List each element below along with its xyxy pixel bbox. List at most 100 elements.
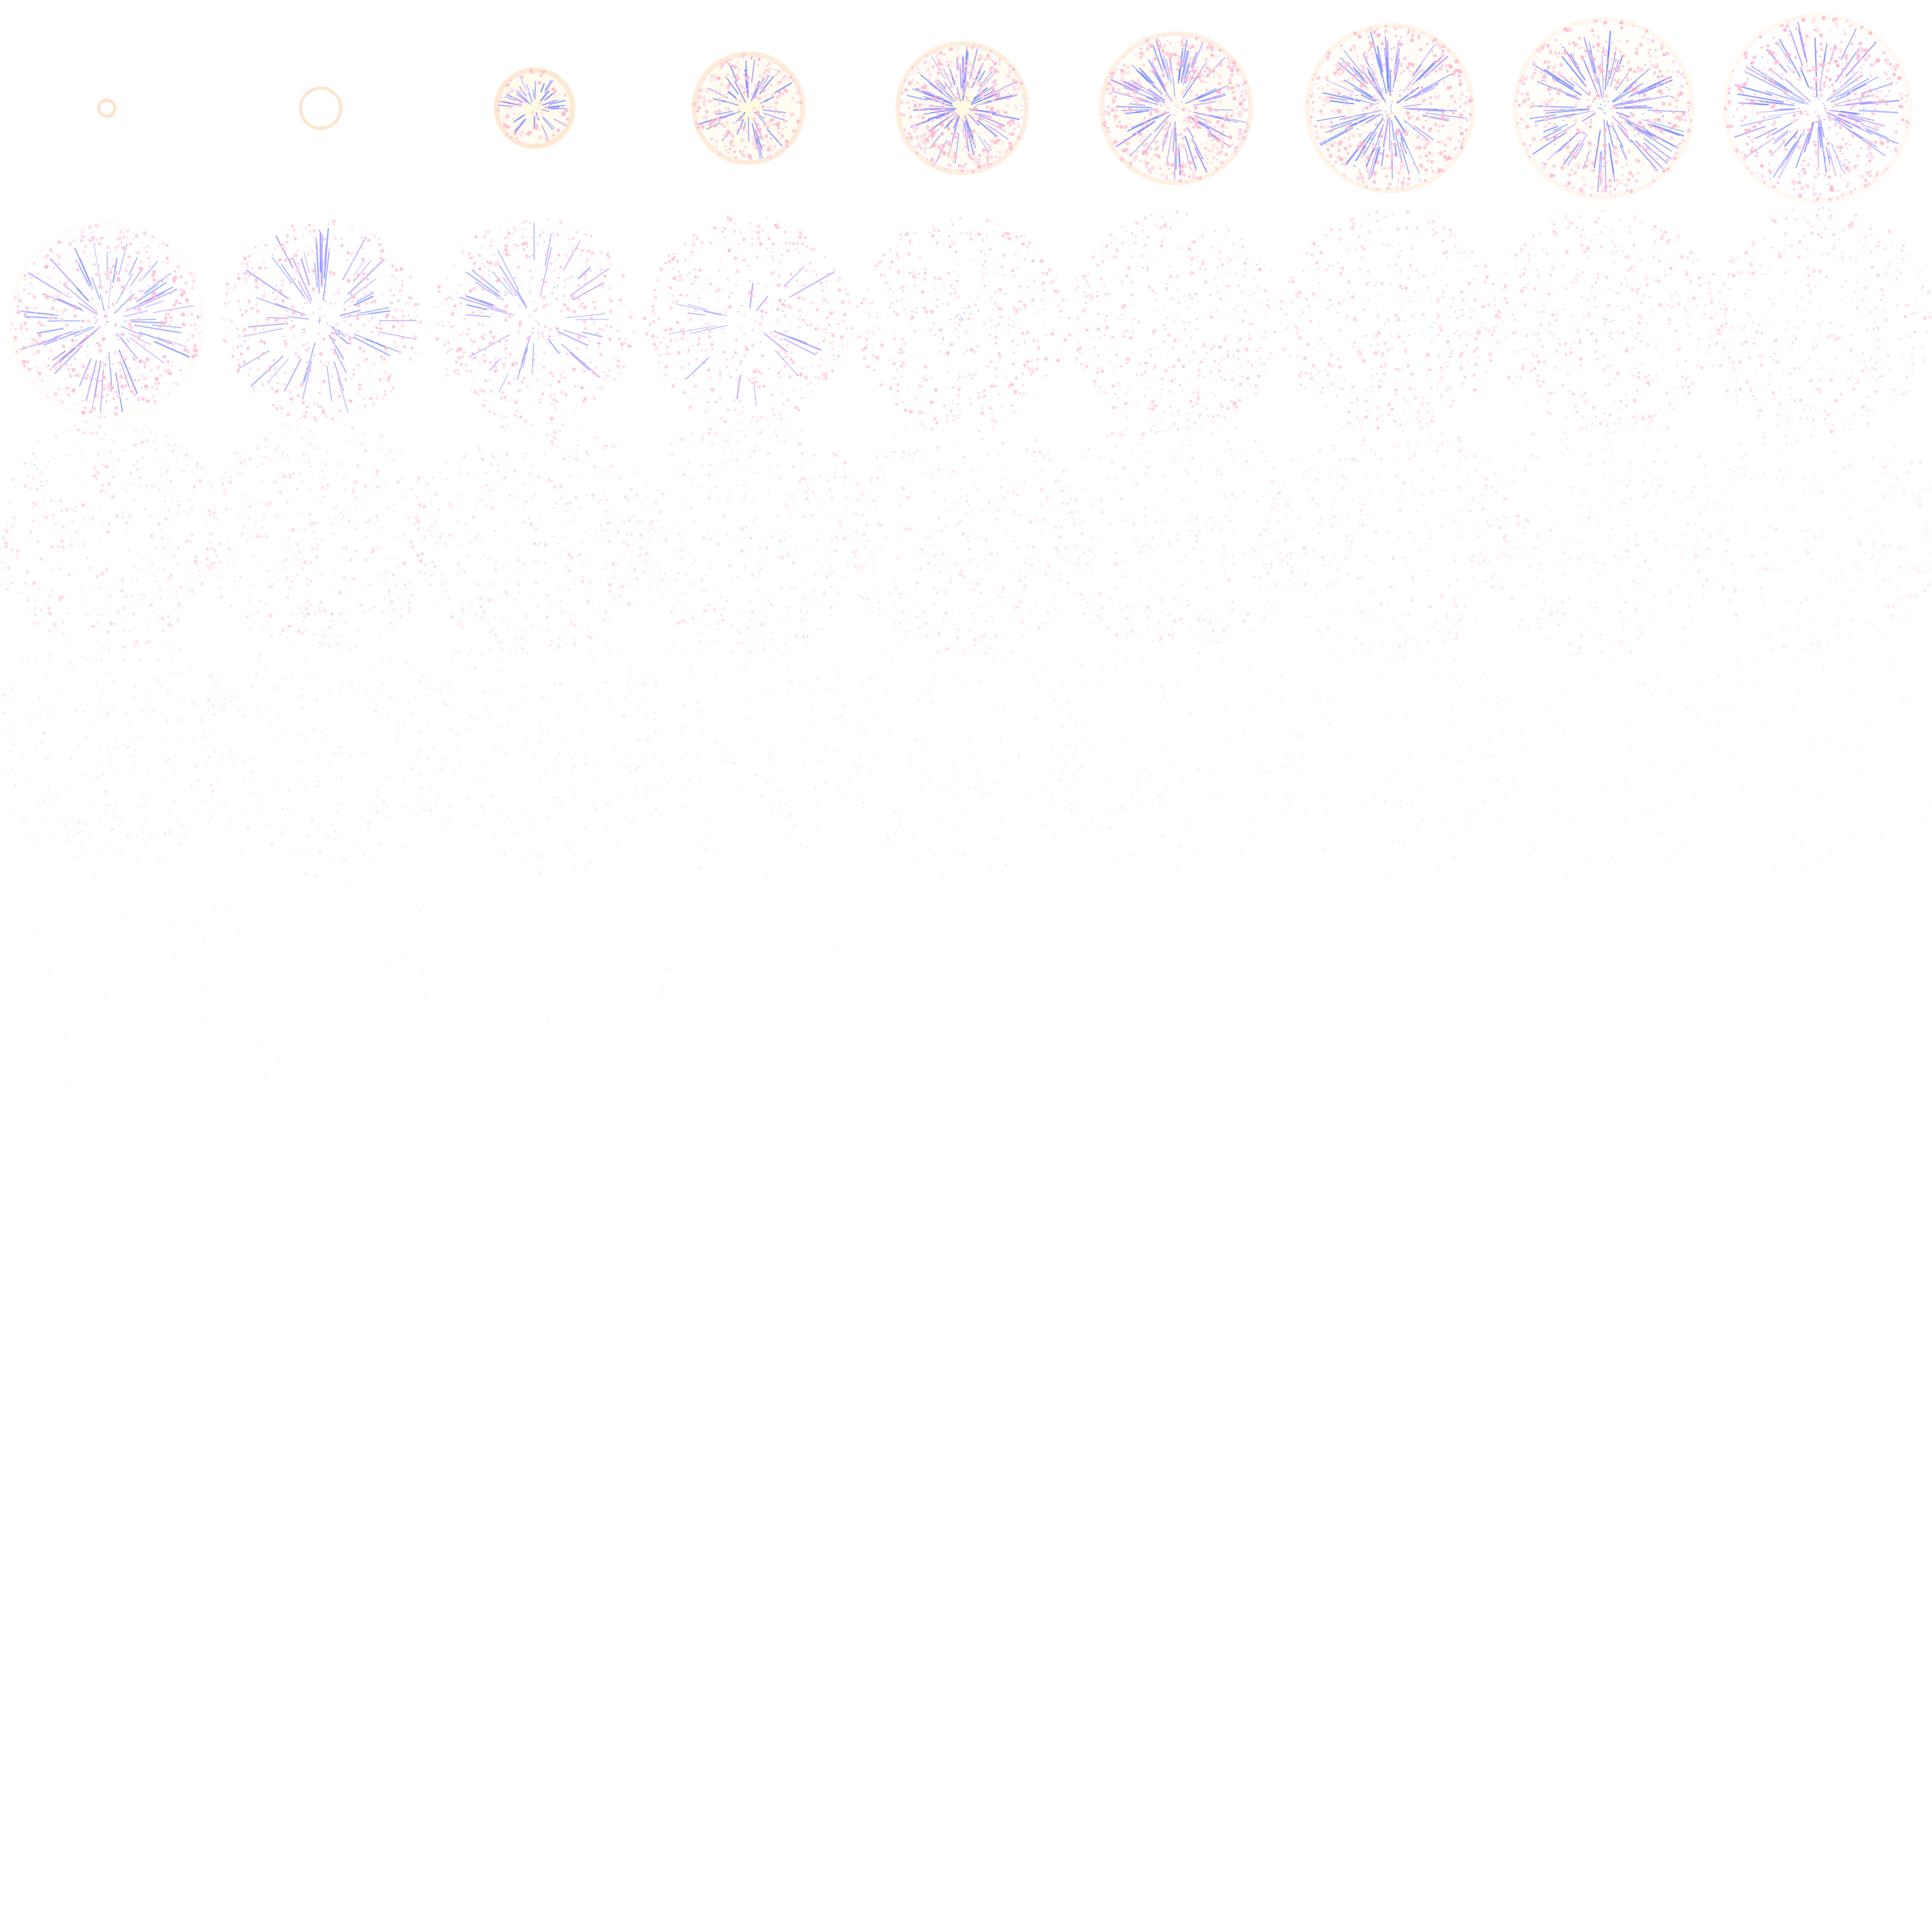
spark bbox=[960, 148, 963, 152]
spark bbox=[782, 114, 786, 118]
spark bbox=[1623, 184, 1625, 186]
spark bbox=[1148, 147, 1150, 148]
spark bbox=[1795, 128, 1799, 132]
spark bbox=[234, 354, 236, 356]
speck bbox=[1370, 138, 1373, 140]
spark bbox=[1734, 84, 1738, 87]
spark bbox=[1772, 29, 1774, 31]
spark bbox=[1006, 104, 1009, 108]
spark bbox=[193, 343, 197, 348]
spark bbox=[141, 397, 146, 401]
streak bbox=[1795, 133, 1809, 169]
spark bbox=[777, 70, 780, 74]
spark bbox=[1606, 160, 1610, 164]
spark bbox=[1663, 153, 1667, 157]
spark bbox=[760, 148, 763, 151]
spark bbox=[409, 358, 412, 362]
spark bbox=[1627, 61, 1630, 64]
spark bbox=[24, 278, 26, 280]
spark bbox=[1440, 67, 1443, 70]
spark bbox=[397, 333, 399, 335]
streak bbox=[74, 326, 95, 337]
spark bbox=[1885, 58, 1890, 62]
spark bbox=[1683, 76, 1686, 79]
spark bbox=[375, 266, 377, 269]
spark bbox=[994, 127, 998, 131]
spark bbox=[1153, 140, 1157, 144]
spark bbox=[1602, 143, 1607, 148]
spark bbox=[1002, 116, 1006, 119]
spark bbox=[525, 256, 528, 259]
streak bbox=[1341, 95, 1376, 105]
spark bbox=[42, 340, 45, 344]
spark bbox=[172, 303, 176, 307]
spark bbox=[33, 295, 35, 297]
spark bbox=[1805, 34, 1809, 39]
spark bbox=[84, 334, 89, 339]
spark bbox=[1437, 94, 1441, 97]
spark bbox=[1131, 125, 1133, 128]
spark bbox=[772, 123, 776, 126]
spark bbox=[1334, 89, 1339, 93]
spark bbox=[924, 151, 926, 153]
spark bbox=[1358, 168, 1361, 170]
spark bbox=[969, 108, 974, 113]
spark bbox=[1744, 55, 1748, 60]
spark bbox=[1833, 48, 1837, 52]
spark bbox=[1620, 165, 1624, 169]
spark bbox=[1875, 172, 1879, 176]
spark bbox=[508, 352, 512, 356]
spark bbox=[504, 347, 508, 350]
spark bbox=[1780, 77, 1783, 80]
spark bbox=[1226, 111, 1229, 114]
spark bbox=[1531, 75, 1534, 79]
spark bbox=[1138, 58, 1140, 60]
spark bbox=[1346, 116, 1349, 118]
spark bbox=[481, 262, 484, 265]
speck bbox=[48, 364, 50, 367]
spark bbox=[1188, 175, 1191, 179]
spark bbox=[964, 85, 967, 87]
spark bbox=[797, 87, 800, 89]
spark bbox=[240, 352, 243, 356]
spark bbox=[1729, 124, 1734, 128]
spark bbox=[1553, 77, 1555, 79]
spark bbox=[1212, 129, 1214, 131]
spark bbox=[1163, 133, 1167, 136]
spark bbox=[707, 123, 710, 126]
streak bbox=[1646, 130, 1679, 149]
spark bbox=[1860, 48, 1865, 53]
spark bbox=[1619, 182, 1623, 185]
spark bbox=[991, 139, 994, 142]
spark bbox=[1558, 52, 1560, 55]
spark bbox=[1354, 135, 1357, 138]
spark bbox=[116, 394, 121, 399]
speck bbox=[126, 338, 128, 341]
spark bbox=[1687, 109, 1690, 112]
spark bbox=[542, 296, 546, 299]
spark bbox=[1753, 70, 1758, 75]
streak bbox=[1184, 62, 1190, 80]
spark bbox=[1793, 118, 1796, 121]
spark bbox=[1373, 170, 1378, 175]
spark bbox=[193, 323, 197, 327]
spark bbox=[580, 228, 582, 231]
spark bbox=[1360, 175, 1365, 180]
spark bbox=[394, 318, 397, 320]
spark bbox=[1552, 78, 1557, 83]
spark bbox=[247, 255, 250, 258]
spark bbox=[46, 262, 48, 264]
spark bbox=[1150, 172, 1152, 175]
spark bbox=[1391, 153, 1394, 156]
spark bbox=[348, 341, 352, 345]
spark bbox=[1785, 53, 1789, 57]
spark bbox=[1396, 179, 1400, 182]
spark bbox=[1652, 179, 1655, 183]
streak bbox=[1789, 30, 1804, 67]
speck bbox=[106, 320, 108, 323]
spark bbox=[1675, 99, 1679, 103]
spark bbox=[1439, 43, 1441, 46]
spark bbox=[265, 299, 269, 301]
spark bbox=[971, 169, 975, 174]
spark bbox=[1136, 102, 1140, 105]
